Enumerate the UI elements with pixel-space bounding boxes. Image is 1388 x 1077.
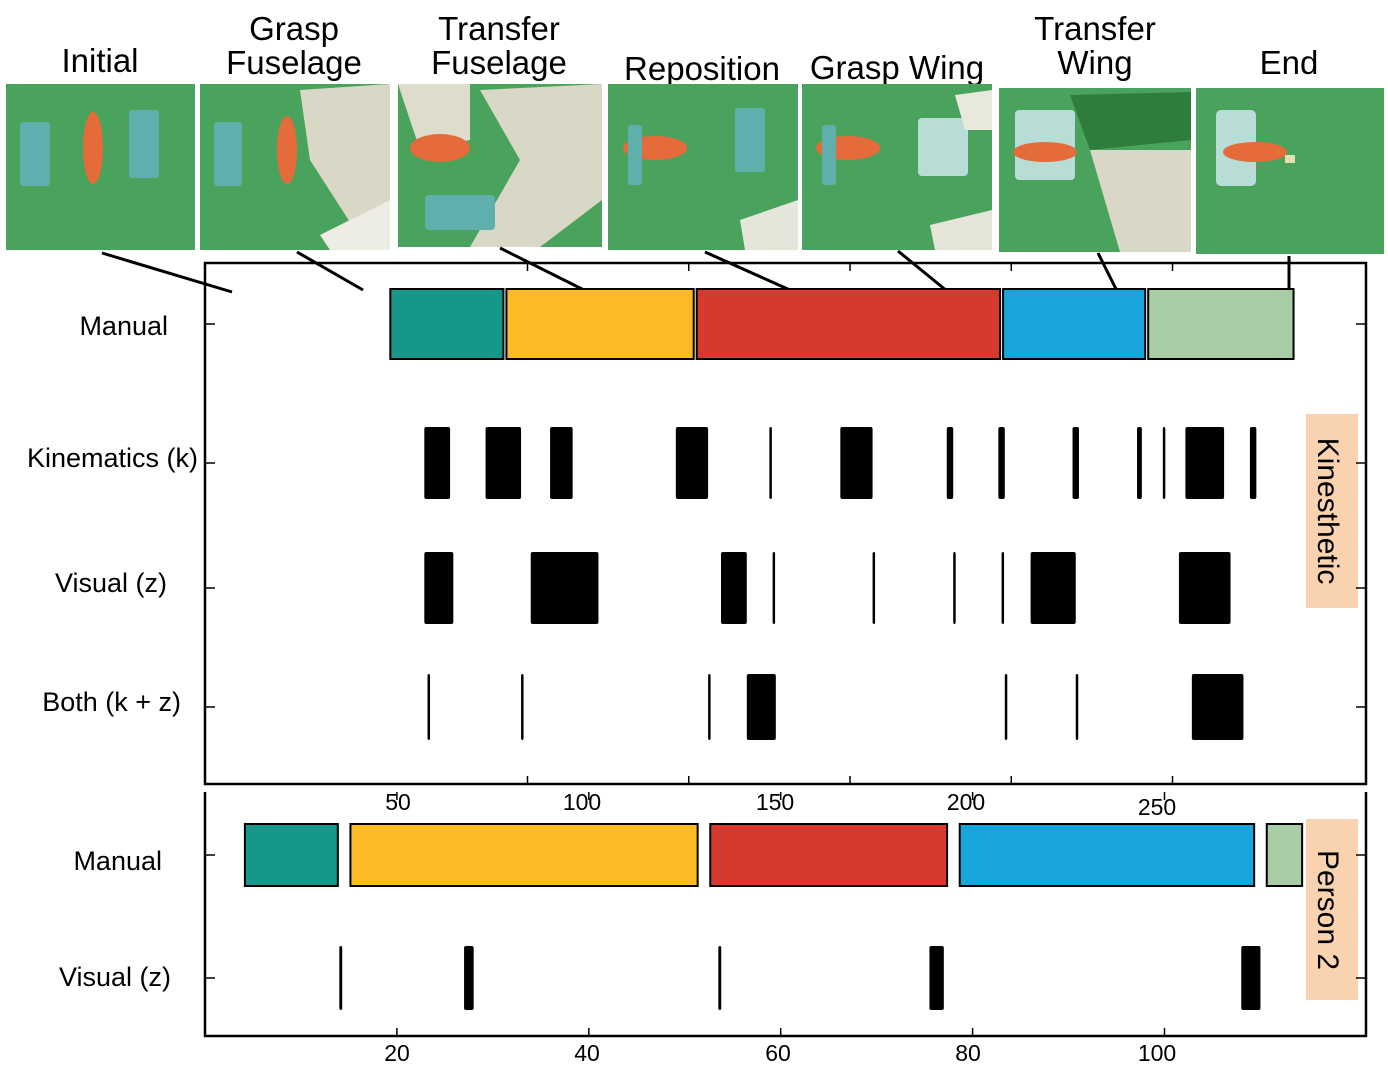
stage-title-reposition: Reposition (624, 50, 780, 87)
person2-manual-segment (349, 823, 699, 887)
kinesthetic-manual-segment (695, 288, 1002, 360)
person2-manual-segment (709, 823, 949, 887)
photo-transfer-wing (999, 88, 1191, 252)
kinesthetic-mark (424, 427, 451, 499)
stage-title-initial: Initial (61, 42, 138, 79)
person2-manual-segment (1265, 823, 1304, 887)
kinesthetic-xtick-labels: 50 100 150 200 250 (385, 789, 1176, 820)
kinesthetic-manual-segment (389, 288, 505, 360)
photo-connectors (101, 246, 1291, 294)
kinesthetic-mark (953, 552, 956, 624)
kinesthetic-xtick-label: 200 (947, 789, 985, 815)
person2-mark (929, 946, 944, 1010)
stage-title-transfer-wing-line2: Wing (1057, 44, 1132, 81)
photo-transfer-fuselage (398, 84, 602, 247)
person2-row-label-visual: Visual (z) (59, 962, 171, 992)
photo-reposition (608, 84, 798, 250)
person2-panel: Person 2 Manual Visual (z) 20 40 60 80 1… (59, 792, 1368, 1066)
kinesthetic-label-box (1306, 414, 1358, 608)
kinesthetic-row-label-kinematics: Kinematics (k) (27, 443, 198, 473)
stage-title-transfer-fuselage-line1: Transfer (438, 10, 560, 47)
kinesthetic-mark (675, 427, 709, 499)
kinesthetic-manual-segment (1002, 288, 1147, 360)
stage-photos (6, 84, 1384, 254)
stage-title-grasp-wing: Grasp Wing (810, 49, 984, 86)
kinesthetic-panel-frame (203, 261, 1368, 786)
person2-xtick-labels: 20 40 60 80 100 (384, 1040, 1176, 1066)
person2-mark (1241, 946, 1261, 1010)
kinesthetic-row-label-both: Both (k + z) (42, 687, 181, 717)
person2-manual-segment (243, 823, 339, 887)
photo-grasp-wing (802, 84, 992, 250)
stage-title-transfer-wing-line1: Transfer (1034, 10, 1156, 47)
person2-mark (718, 946, 722, 1010)
stage-title-transfer-fuselage-line2: Fuselage (431, 44, 567, 81)
photo-grasp-fuselage (200, 84, 390, 250)
kinesthetic-mark (769, 427, 772, 499)
person2-mark (339, 946, 343, 1010)
person2-label-box (1306, 819, 1358, 1000)
kinesthetic-mark (708, 674, 711, 740)
kinesthetic-mark (1249, 427, 1257, 499)
kinesthetic-mark (427, 674, 431, 740)
kinesthetic-manual-segment (1147, 288, 1295, 360)
stage-title-grasp-fuselage-line2: Fuselage (226, 44, 362, 81)
photo-initial (6, 84, 195, 250)
kinesthetic-xtick-label: 50 (385, 789, 411, 815)
stage-title-grasp-fuselage-line1: Grasp (249, 10, 339, 47)
kinesthetic-mark (550, 427, 573, 499)
kinesthetic-row-label-manual: Manual (79, 311, 168, 341)
person2-side-label: Person 2 (1311, 850, 1344, 970)
kinesthetic-row-label-visual: Visual (z) (55, 568, 167, 598)
person2-xtick-label: 80 (955, 1040, 981, 1066)
kinesthetic-xtick-label: 100 (563, 789, 601, 815)
kinesthetic-mark (485, 427, 522, 499)
person2-xtick-label: 20 (384, 1040, 410, 1066)
person2-marks (205, 792, 1366, 1036)
kinesthetic-mark (1004, 674, 1008, 740)
kinesthetic-mark (530, 552, 599, 624)
person2-xtick-label: 100 (1138, 1040, 1176, 1066)
kinesthetic-mark (840, 427, 873, 499)
kinesthetic-mark (746, 674, 776, 740)
kinesthetic-mark (1072, 427, 1079, 499)
person2-xtick-label: 40 (574, 1040, 600, 1066)
kinesthetic-mark (1178, 552, 1231, 624)
kinesthetic-mark (1030, 552, 1076, 624)
kinesthetic-mark (521, 674, 524, 740)
kinesthetic-side-label: Kinesthetic (1311, 438, 1344, 585)
person2-row-label-manual: Manual (73, 846, 162, 876)
kinesthetic-mark (424, 552, 454, 624)
kinesthetic-panel: Kinesthetic Manual Kinematics (k) Visual… (27, 261, 1368, 820)
stage-title-end: End (1260, 44, 1319, 81)
person2-mark (464, 946, 474, 1010)
person2-manual-segment (958, 823, 1256, 887)
kinesthetic-mark (772, 552, 776, 624)
kinesthetic-mark (872, 552, 876, 624)
kinesthetic-mark (946, 427, 954, 499)
kinesthetic-manual-segment (505, 288, 695, 360)
kinesthetic-mark (1185, 427, 1225, 499)
kinesthetic-mark (721, 552, 747, 624)
kinesthetic-mark (1001, 552, 1005, 624)
kinesthetic-mark (1137, 427, 1142, 499)
person2-xtick-label: 60 (765, 1040, 791, 1066)
photo-end (1196, 88, 1384, 254)
stage-titles: Initial Grasp Fuselage Transfer Fuselage… (61, 10, 1318, 87)
kinesthetic-mark (1162, 427, 1166, 499)
kinesthetic-mark (998, 427, 1005, 499)
person2-panel-frame (203, 792, 1368, 1038)
kinesthetic-marks (205, 263, 1366, 784)
kinesthetic-xtick-label: 150 (756, 789, 794, 815)
kinesthetic-xtick-label: 250 (1138, 794, 1176, 820)
kinesthetic-mark (1191, 674, 1244, 740)
kinesthetic-mark (1075, 674, 1079, 740)
